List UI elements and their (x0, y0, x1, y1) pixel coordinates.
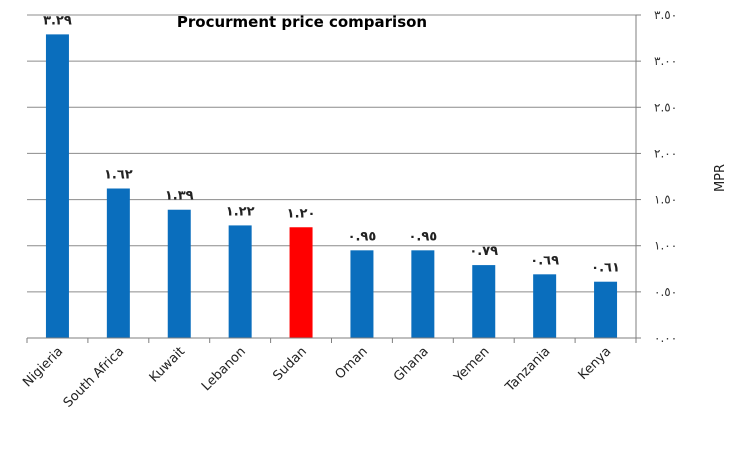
x-tick-label: Yemen (451, 344, 493, 386)
x-tick-label: Oman (333, 344, 371, 382)
data-labels: ٣.٢٩ ١.٦٢ ١.٣٩ ١.٢٢ ١.٢٠ ٠.٩٥ ٠.٩٥ ٠.٧٩ ٠.٦٩ ٠.٦١ (43, 13, 620, 275)
data-label: ١.٢٠ (287, 206, 316, 221)
bar-ghana (411, 250, 435, 338)
y-tick-label: ٣.٠٠ (654, 54, 677, 68)
x-tick-label: Kuwait (147, 344, 188, 385)
data-label: ٠.٩٥ (408, 229, 437, 244)
x-tick-label: Nigieria (20, 344, 66, 390)
bar-yemen (472, 265, 496, 338)
data-label: ١.٣٩ (165, 189, 194, 204)
data-label: ١.٦٢ (104, 167, 133, 182)
bar-nigieria (45, 34, 69, 338)
chart-title: Procurment price comparison (177, 13, 427, 31)
y-axis: ٠.٠٠ ٠.٥٠ ١.٠٠ ١.٥٠ ٢.٠٠ ٢.٥٠ ٣.٠٠ ٣.٥٠ (27, 8, 677, 345)
y-tick-label: ٢.٠٠ (654, 146, 677, 160)
bar-sudan (289, 227, 313, 338)
bar-oman (350, 250, 374, 338)
bar-south-africa (106, 188, 130, 338)
y-tick-label: ١.٥٠ (654, 193, 677, 207)
x-tick-label: South Africa (61, 344, 127, 410)
data-label: ٠.٩٥ (348, 229, 377, 244)
data-label: ٠.٧٩ (469, 244, 498, 259)
y-tick-label: ٣.٥٠ (654, 8, 677, 22)
x-tick-label: Kenya (576, 344, 615, 383)
data-label: ١.٢٢ (226, 204, 255, 219)
bar-lebanon (228, 225, 252, 338)
y-tick-label: ٢.٥٠ (654, 100, 677, 114)
x-tick-label: Sudan (270, 344, 310, 384)
x-tick-label: Tanzania (502, 344, 553, 395)
x-tick-label: Lebanon (199, 344, 249, 394)
y-tick-label: ١.٠٠ (654, 239, 677, 253)
y-tick-label: ٠.٠٠ (654, 331, 677, 345)
bar-kuwait (167, 209, 191, 338)
y-axis-label: MPR (713, 164, 728, 192)
bar-tanzania (533, 274, 557, 338)
data-label: ٠.٦١ (591, 261, 620, 276)
bars (45, 34, 618, 338)
y-tick-label: ٠.٥٠ (654, 285, 677, 299)
bar-kenya (594, 281, 618, 338)
data-label: ٣.٢٩ (43, 13, 72, 28)
x-tick-label: Ghana (391, 344, 432, 385)
data-label: ٠.٦٩ (530, 253, 559, 268)
